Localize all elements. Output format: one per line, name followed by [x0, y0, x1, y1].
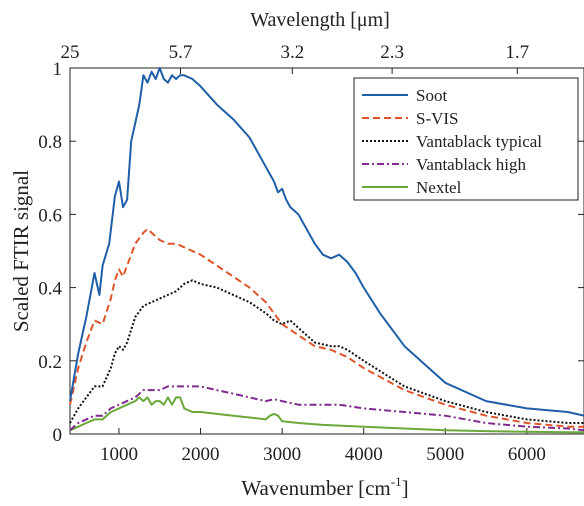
series-line-nextel: [69, 396, 584, 434]
top-tick-label: 5.7: [169, 42, 193, 63]
legend-box: [353, 77, 579, 201]
legend-label-nextel: Nextel: [416, 178, 462, 197]
series-line-soot: [69, 67, 584, 417]
legend-label-vantablack-typical: Vantablack typical: [416, 132, 542, 151]
y-tick-label: 0.8: [38, 132, 62, 153]
y-tick-label: 1: [53, 59, 63, 80]
top-tick-label: 3.2: [280, 42, 304, 63]
x-axis-label-main: Wavenumber [cm: [241, 476, 390, 500]
top-tick-label: 1.7: [505, 42, 529, 63]
top-tick-label: 2.3: [380, 42, 404, 63]
x-axis-label-superscript: -1: [391, 474, 402, 489]
y-tick-label: 0.4: [38, 279, 62, 300]
legend-label-soot: Soot: [416, 86, 447, 105]
top-axis-label: Wavelength [μm]: [250, 9, 390, 31]
x-axis-label: Wavenumber [cm-1]: [241, 474, 408, 500]
series-line-vantablack-high: [69, 385, 584, 432]
legend-label-vantablack-high: Vantablack high: [416, 155, 526, 174]
x-axis-ticks: 1000 2000 3000 4000 5000 6000: [100, 428, 546, 465]
top-axis-ticks: 25 5.7 3.2 2.3 1.7: [61, 42, 529, 74]
x-tick-label: 2000: [182, 444, 220, 465]
legend-items: Soot S-VIS Vantablack typical Vantablack hi…: [362, 86, 542, 197]
legend-label-s-vis: S-VIS: [416, 109, 459, 128]
y-axis-label: Scaled FTIR signal: [9, 170, 33, 332]
legend: Soot S-VIS Vantablack typical Vantablack hi…: [353, 77, 579, 201]
x-tick-label: 3000: [263, 444, 301, 465]
top-tick-label: 25: [61, 42, 80, 63]
y-axis-ticks: 0 0.2 0.4 0.6 0.8 1: [38, 59, 584, 446]
x-tick-label: 5000: [426, 444, 464, 465]
y-tick-label: 0: [53, 425, 63, 446]
x-axis-label-suffix: ]: [402, 476, 409, 500]
x-tick-label: 1000: [100, 444, 138, 465]
series-layer: [69, 67, 584, 434]
series-line-s-vis: [69, 228, 584, 428]
y-tick-label: 0.2: [38, 352, 62, 373]
y-tick-label: 0.6: [38, 205, 62, 226]
series-line-vantablack-typical: [69, 279, 584, 424]
x-tick-label: 6000: [508, 444, 546, 465]
x-tick-label: 4000: [345, 444, 383, 465]
